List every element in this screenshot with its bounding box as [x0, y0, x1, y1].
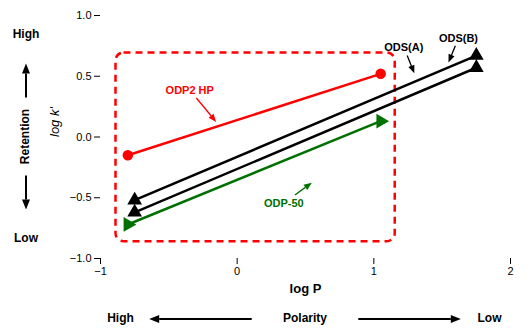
svg-text:0.5: 0.5: [76, 70, 91, 82]
svg-text:log k': log k': [47, 107, 62, 137]
svg-text:0: 0: [234, 265, 240, 277]
svg-text:Polarity: Polarity: [283, 311, 327, 325]
svg-text:1.0: 1.0: [76, 9, 91, 21]
svg-text:log P: log P: [290, 281, 322, 296]
svg-text:High: High: [107, 311, 134, 325]
svg-text:−0.5: −0.5: [70, 191, 92, 203]
svg-text:−1: −1: [94, 265, 107, 277]
svg-text:Low: Low: [478, 311, 503, 325]
svg-text:Retention: Retention: [18, 109, 32, 164]
svg-text:High: High: [13, 27, 40, 41]
svg-text:1: 1: [371, 265, 377, 277]
svg-text:−1.0: −1.0: [70, 252, 92, 264]
svg-text:ODS(B): ODS(B): [439, 32, 478, 44]
svg-text:0.0: 0.0: [76, 131, 91, 143]
svg-text:ODS(A): ODS(A): [384, 41, 423, 53]
svg-text:ODP2 HP: ODP2 HP: [166, 84, 214, 96]
svg-text:ODP-50: ODP-50: [264, 197, 304, 209]
svg-text:2: 2: [507, 265, 513, 277]
svg-text:Low: Low: [14, 231, 39, 245]
